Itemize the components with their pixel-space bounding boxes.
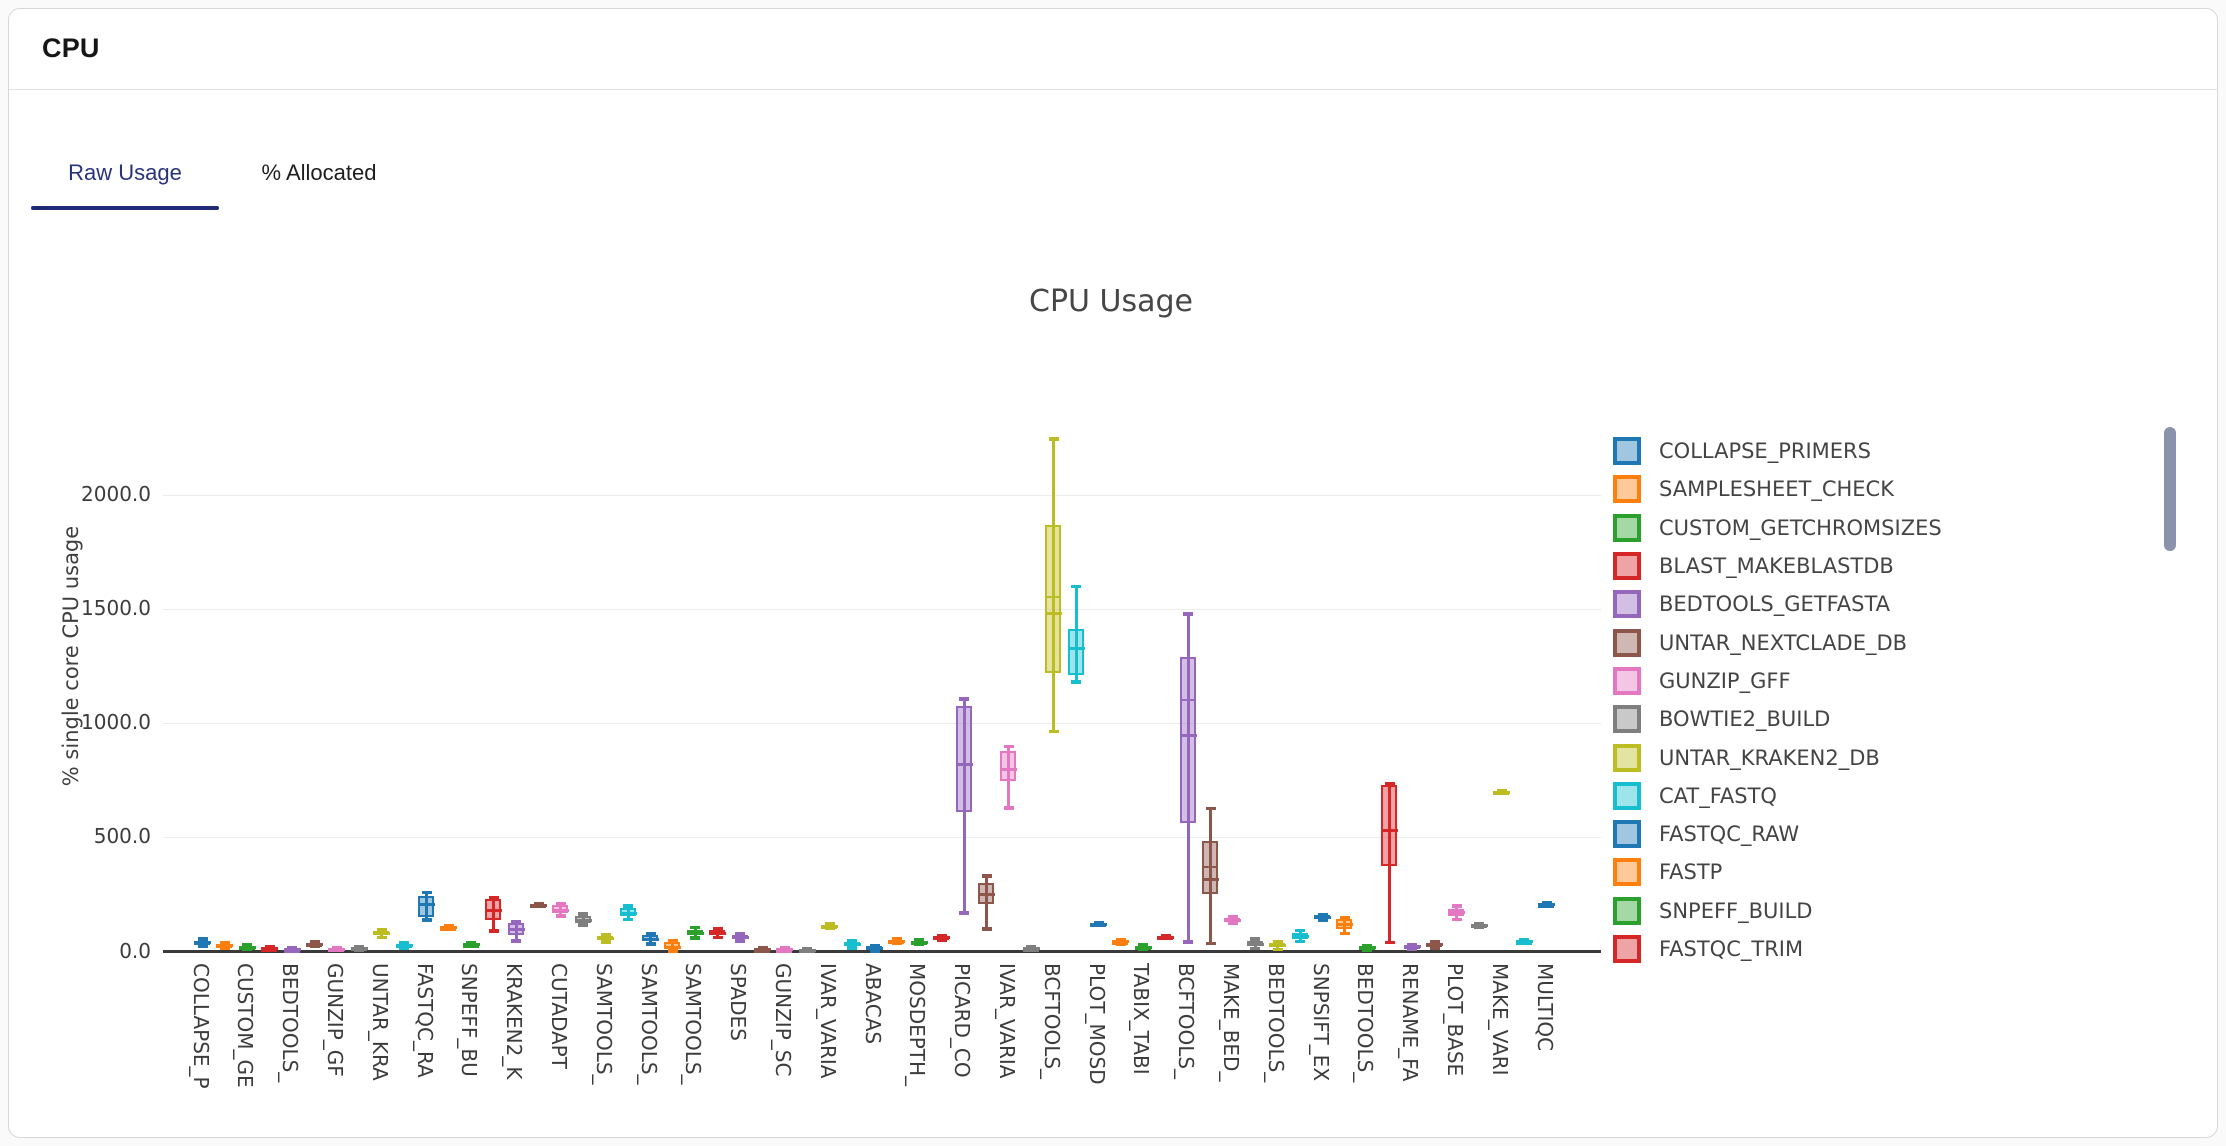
legend-item-custom_getchromsizes[interactable]: CUSTOM_GETCHROMSIZES (1613, 509, 1942, 547)
legend-item-collapse_primers[interactable]: COLLAPSE_PRIMERS (1613, 432, 1942, 470)
x-axis-label: TABIX_TABI (1129, 962, 1154, 1075)
x-axis-label: PICARD_CO (950, 962, 975, 1078)
legend-label: FASTQC_TRIM (1659, 937, 1804, 961)
legend-item-bedtools_getfasta[interactable]: BEDTOOLS_GETFASTA (1613, 585, 1942, 623)
legend-color-chip (1613, 935, 1641, 963)
legend-color-chip (1613, 666, 1641, 695)
x-axis-label: FASTQC_RA (412, 962, 437, 1078)
tab-percent-allocated[interactable]: % Allocated (261, 160, 377, 185)
legend-color-chip (1613, 743, 1641, 772)
y-axis-title: % single core CPU usage (59, 525, 83, 787)
legend-item-untar_nextclade_db[interactable]: UNTAR_NEXTCLADE_DB (1613, 623, 1942, 661)
y-tick-label: 1500.0 (81, 595, 151, 620)
x-axis-label: CUSTOM_GE (233, 962, 258, 1088)
legend-scrollbar-thumb[interactable] (2164, 427, 2176, 551)
legend-item-bowtie2_build[interactable]: BOWTIE2_BUILD (1613, 700, 1942, 738)
legend-label: BEDTOOLS_GETFASTA (1659, 592, 1891, 617)
legend-item-snpeff_build[interactable]: SNPEFF_BUILD (1613, 892, 1942, 930)
legend-color-chip (1613, 590, 1641, 619)
x-axis-label: SNPSIFT_EX (1308, 962, 1333, 1081)
x-axis-label: BEDTOOLS_ (1263, 962, 1288, 1082)
x-axis-label: ABACAS (860, 962, 885, 1044)
x-axis-label: BCFTOOLS_ (1039, 962, 1064, 1079)
legend-item-gunzip_gff[interactable]: GUNZIP_GFF (1613, 662, 1942, 700)
legend-color-chip (1613, 628, 1641, 657)
x-axis-label: IVAR_VARIA (994, 962, 1019, 1078)
x-axis-label: MULTIQC (1532, 962, 1557, 1051)
legend-label: CAT_FASTQ (1659, 783, 1777, 808)
x-axis-line (163, 950, 1601, 953)
legend-color-chip (1613, 552, 1641, 581)
x-axis-label: IVAR_VARIA (815, 962, 840, 1078)
gridline (163, 723, 1601, 725)
legend-label: FASTP (1659, 860, 1723, 885)
legend-label: SNPEFF_BUILD (1659, 898, 1813, 923)
x-axis-label: SAMTOOLS_ (681, 962, 706, 1085)
x-axis-label: BEDTOOLS_ (278, 962, 303, 1082)
x-axis-label: COLLAPSE_P (188, 962, 213, 1089)
legend-label: BLAST_MAKEBLASTDB (1659, 554, 1894, 579)
chart-title: CPU Usage (1028, 284, 1194, 319)
legend-item-cat_fastq[interactable]: CAT_FASTQ (1613, 777, 1942, 815)
x-axis-label: MAKE_BED_ (1218, 962, 1243, 1081)
x-axis-label: SAMTOOLS_ (591, 962, 616, 1085)
y-tick-label: 0.0 (119, 938, 151, 963)
legend-item-fastqc_raw[interactable]: FASTQC_RAW (1613, 815, 1942, 853)
x-axis-label: PLOT_BASE (1442, 962, 1467, 1076)
gridline (163, 494, 1601, 496)
legend-label: SAMPLESHEET_CHECK (1659, 477, 1894, 502)
x-axis-label: BEDTOOLS_ (1353, 962, 1378, 1082)
page-title: CPU (42, 33, 100, 63)
legend-color-chip (1613, 781, 1641, 810)
legend-item-untar_kraken2_db[interactable]: UNTAR_KRAKEN2_DB (1613, 738, 1942, 776)
x-axis-label: UNTAR_KRA (367, 962, 392, 1081)
legend-color-chip (1613, 896, 1641, 925)
y-tick-label: 500.0 (93, 824, 151, 849)
x-axis-label: PLOT_MOSD (1084, 962, 1109, 1085)
cpu-metrics-card: CPU Raw Usage % Allocated CPU Usage % si… (8, 8, 2218, 1138)
x-axis-label: GUNZIP_GF (322, 962, 347, 1077)
legend-color-chip (1613, 705, 1641, 734)
gridline (163, 608, 1601, 610)
tab-raw-usage[interactable]: Raw Usage (68, 160, 182, 185)
legend-label: UNTAR_NEXTCLADE_DB (1659, 630, 1908, 655)
legend-color-chip (1613, 820, 1641, 849)
chart-legend: COLLAPSE_PRIMERS SAMPLESHEET_CHECK CUSTOM_… (1613, 432, 1942, 968)
x-axis-label: SAMTOOLS_ (636, 962, 661, 1085)
x-axis-label: SPADES (726, 962, 751, 1041)
x-axis-label: KRAKEN2_K (502, 962, 527, 1079)
active-tab-underline (31, 206, 219, 210)
legend-color-chip (1613, 858, 1641, 887)
y-tick-label: 2000.0 (81, 481, 151, 506)
x-axis-label: RENAME_FA (1398, 962, 1423, 1081)
legend-label: BOWTIE2_BUILD (1659, 707, 1831, 732)
x-axis-label: MOSDEPTH_ (905, 962, 930, 1086)
legend-color-chip (1613, 475, 1641, 504)
legend-color-chip (1613, 437, 1641, 466)
legend-label: COLLAPSE_PRIMERS (1659, 439, 1871, 464)
legend-label: GUNZIP_GFF (1659, 668, 1791, 693)
legend-item-samplesheet_check[interactable]: SAMPLESHEET_CHECK (1613, 470, 1942, 508)
y-tick-label: 1000.0 (81, 710, 151, 735)
legend-item-fastp[interactable]: FASTP (1613, 853, 1942, 891)
x-axis-label: SNPEFF_BU (457, 962, 482, 1077)
legend-label: CUSTOM_GETCHROMSIZES (1659, 515, 1942, 540)
x-axis-label: BCFTOOLS_ (1174, 962, 1199, 1079)
legend-item-fastqc_trim[interactable]: FASTQC_TRIM (1613, 930, 1942, 968)
header-divider (9, 89, 2217, 90)
x-axis-label: CUTADAPT (546, 962, 571, 1069)
x-axis-label: MAKE_VARI (1487, 962, 1512, 1076)
legend-color-chip (1613, 513, 1641, 542)
x-axis-label: GUNZIP_SC (770, 962, 795, 1076)
gridline (163, 837, 1601, 839)
legend-label: UNTAR_KRAKEN2_DB (1659, 745, 1880, 770)
legend-label: FASTQC_RAW (1659, 822, 1800, 847)
legend-item-blast_makeblastdb[interactable]: BLAST_MAKEBLASTDB (1613, 547, 1942, 585)
